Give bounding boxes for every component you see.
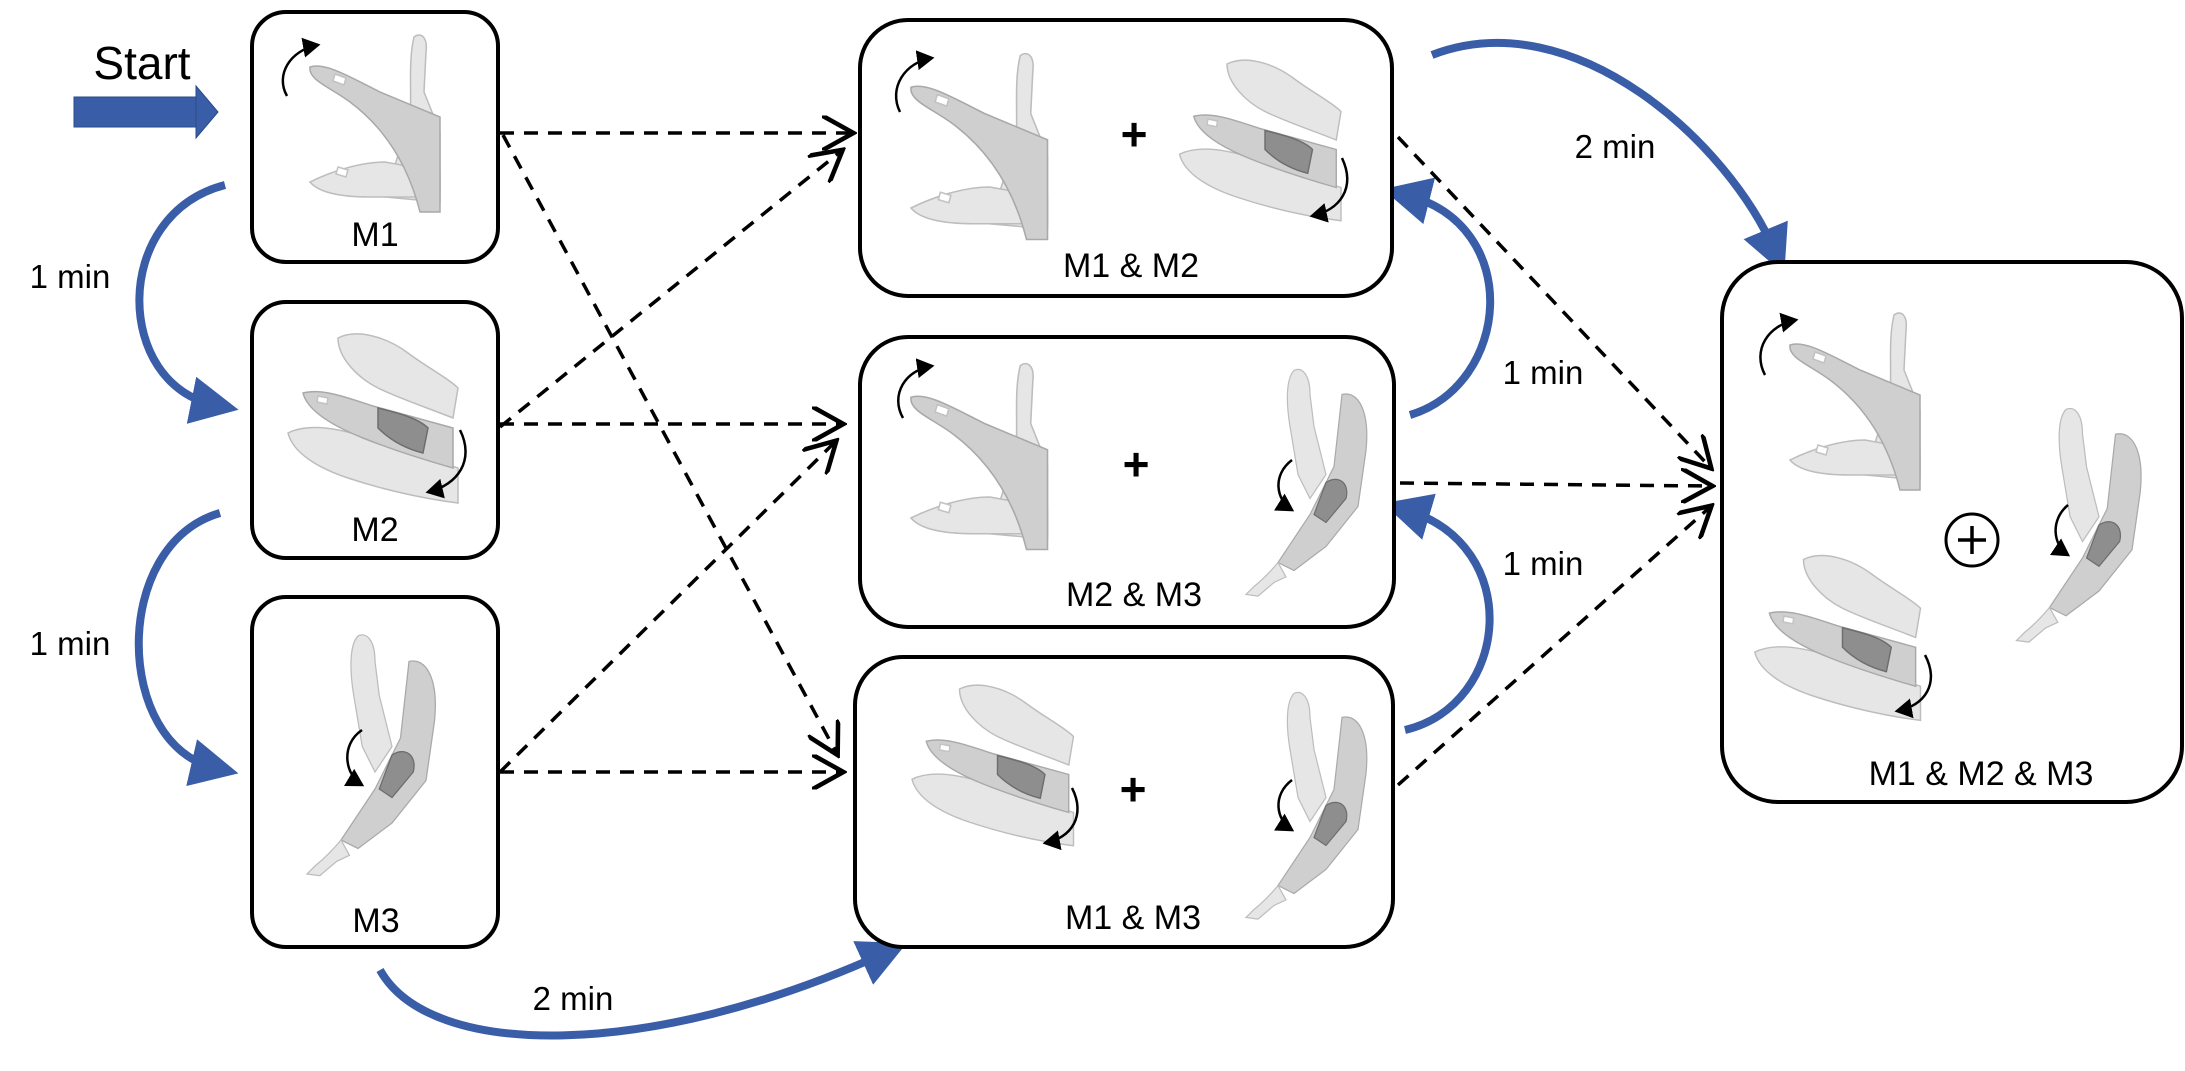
arrow-m1m3-to-m2m3 — [1382, 493, 1494, 734]
plus-sign: + — [1121, 108, 1148, 160]
rotation-arrow-icon — [425, 429, 467, 499]
rotation-arrow-icon — [1894, 654, 1933, 719]
dash-m2-to-m1m2 — [498, 152, 840, 429]
dash-m2m3-to-m1m2m3 — [1399, 483, 1709, 486]
node-label-m2m3: M2 & M3 — [1066, 576, 1202, 614]
rotation-arrow-icon — [343, 728, 365, 787]
circled-plus-icon — [1944, 512, 2000, 568]
node-m1m3: + M1 & M3 — [853, 655, 1395, 949]
start-arrow-head — [195, 84, 219, 140]
time-label-m2m3-to-m1m2: 1 min — [1503, 354, 1584, 391]
dash-m1m3-to-m1m2m3 — [1396, 508, 1709, 787]
start-label: Start — [93, 37, 190, 89]
node-label-m1: M1 — [351, 216, 398, 254]
arrow-m2-to-m3 — [134, 509, 239, 786]
rotation-arrow-icon — [897, 358, 935, 419]
arrow-m1m2-to-m1m2m3 — [1430, 39, 1788, 275]
node-m1m2: + M1 & M2 — [858, 18, 1394, 298]
dash-m3-to-m2m3 — [498, 443, 834, 774]
node-m1: M1 — [250, 10, 500, 264]
time-label-m1m3-to-m2m3: 1 min — [1503, 545, 1584, 582]
time-label-m3-to-m1m3: 2 min — [533, 980, 614, 1017]
dash-m1-to-m1m3 — [501, 134, 836, 752]
node-label-m1m2m3: M1 & M2 & M3 — [1869, 755, 2094, 793]
dash-m1m2-to-m1m2m3 — [1396, 135, 1709, 466]
node-label-m1m3: M1 & M3 — [1065, 899, 1201, 937]
plus-sign: + — [1120, 763, 1147, 815]
sequence-arrows — [73, 39, 1788, 1040]
start-arrow-shaft — [73, 96, 199, 128]
rotation-arrow-icon — [1042, 787, 1079, 851]
node-label-m3: M3 — [352, 902, 399, 940]
arrow-m1-to-m2 — [135, 181, 239, 424]
dashed-arrows — [498, 133, 1709, 787]
time-label-m1-to-m2: 1 min — [30, 258, 111, 295]
plus-sign: + — [1123, 438, 1150, 490]
time-label-m1m2-to-m1m2m3: 2 min — [1575, 128, 1656, 165]
time-label-m2-to-m3: 1 min — [30, 625, 111, 662]
rotation-arrow-icon — [1273, 459, 1295, 512]
rotation-arrow-icon — [1273, 779, 1295, 832]
node-m2m3: + M2 & M3 — [858, 335, 1396, 629]
node-m2: M2 — [250, 300, 500, 560]
node-label-m2: M2 — [351, 511, 398, 549]
node-label-m1m2: M1 & M2 — [1063, 247, 1199, 285]
arrow-m3-to-m1m3 — [376, 941, 907, 1040]
node-m3: M3 — [250, 595, 500, 949]
rotation-arrow-icon — [894, 50, 935, 113]
rotation-arrow-icon — [1759, 312, 1799, 376]
arrow-m2m3-to-m1m2 — [1382, 177, 1495, 419]
rotation-arrow-icon — [281, 37, 321, 97]
node-m1m2m3: M1 & M2 & M3 — [1720, 260, 2184, 804]
rotation-arrow-icon — [2049, 504, 2071, 557]
rotation-arrow-icon — [1309, 157, 1349, 223]
